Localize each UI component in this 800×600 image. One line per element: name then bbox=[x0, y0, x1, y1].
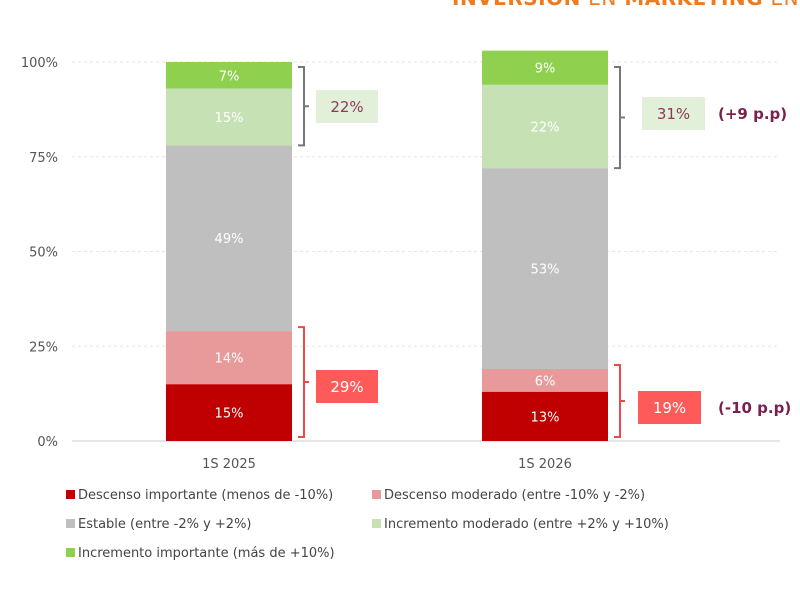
bar-segment bbox=[166, 88, 292, 146]
y-tick-label: 75% bbox=[29, 151, 58, 166]
legend-item: Descenso importante (menos de -10%) bbox=[66, 488, 333, 503]
bar-segment bbox=[166, 384, 292, 441]
bracket bbox=[298, 66, 309, 147]
data-label: 14% bbox=[215, 352, 244, 367]
y-tick-label: 0% bbox=[37, 435, 58, 450]
data-label: 15% bbox=[215, 407, 244, 422]
bar-segment bbox=[166, 145, 292, 332]
decrease-total-label: 29% bbox=[330, 378, 363, 396]
x-tick-label: 1S 2025 bbox=[202, 457, 256, 472]
title-word: MARKETING bbox=[624, 0, 763, 10]
legend-swatch bbox=[66, 548, 75, 557]
data-label: 6% bbox=[535, 374, 556, 389]
bar-segment bbox=[482, 84, 608, 169]
bar-segment bbox=[482, 391, 608, 441]
bracket bbox=[298, 326, 309, 438]
bar-segment bbox=[482, 368, 608, 392]
data-label: 13% bbox=[531, 410, 560, 425]
legend-label: Incremento importante (más de +10%) bbox=[78, 546, 335, 561]
increase-total-label: 31% bbox=[657, 105, 690, 123]
y-tick-label: 100% bbox=[21, 56, 58, 71]
legend-label: Descenso importante (menos de -10%) bbox=[78, 488, 334, 503]
decrease-change-label: (-10 p.p) bbox=[718, 399, 791, 417]
legend-swatch bbox=[372, 519, 381, 528]
legend-label: Incremento moderado (entre +2% y +10%) bbox=[384, 517, 669, 532]
increase-change-label: (+9 p.p) bbox=[718, 105, 787, 123]
title-word: EN bbox=[588, 0, 617, 10]
data-label: 7% bbox=[219, 69, 240, 84]
decrease-total-label: 19% bbox=[653, 399, 686, 417]
data-label: 53% bbox=[531, 263, 560, 278]
legend-label: Descenso moderado (entre -10% y -2%) bbox=[384, 488, 646, 503]
title-word: EN bbox=[771, 0, 800, 10]
legend-item: Incremento importante (más de +10%) bbox=[66, 546, 335, 561]
increase-total-label: 22% bbox=[330, 98, 363, 116]
legend-item: Incremento moderado (entre +2% y +10%) bbox=[372, 517, 669, 532]
increase-total-label-box bbox=[642, 97, 705, 130]
bar-segment bbox=[482, 50, 608, 85]
legend-swatch bbox=[372, 490, 381, 499]
bar-segment bbox=[482, 168, 608, 369]
decrease-total-label-box bbox=[316, 370, 378, 403]
legend-label: Estable (entre -2% y +2%) bbox=[78, 517, 252, 532]
x-tick-label: 1S 2026 bbox=[518, 457, 572, 472]
legend-item: Descenso moderado (entre -10% y -2%) bbox=[372, 488, 645, 503]
y-tick-label: 25% bbox=[29, 340, 58, 355]
data-label: 22% bbox=[531, 120, 560, 135]
decrease-total-label-box bbox=[638, 391, 701, 424]
y-tick-label: 50% bbox=[29, 246, 58, 261]
bracket bbox=[614, 363, 625, 438]
chart-title: INVERSIÓN EN MARKETING EN bbox=[452, 0, 799, 10]
bar-segment bbox=[166, 62, 292, 89]
legend-swatch bbox=[66, 490, 75, 499]
data-label: 15% bbox=[215, 111, 244, 126]
data-label: 49% bbox=[215, 232, 244, 247]
title-word: INVERSIÓN bbox=[452, 0, 581, 10]
legend-swatch bbox=[66, 519, 75, 528]
data-label: 9% bbox=[535, 62, 556, 77]
bar-segment bbox=[166, 331, 292, 385]
bracket bbox=[614, 66, 625, 170]
legend-item: Estable (entre -2% y +2%) bbox=[66, 517, 252, 532]
increase-total-label-box bbox=[316, 90, 378, 123]
